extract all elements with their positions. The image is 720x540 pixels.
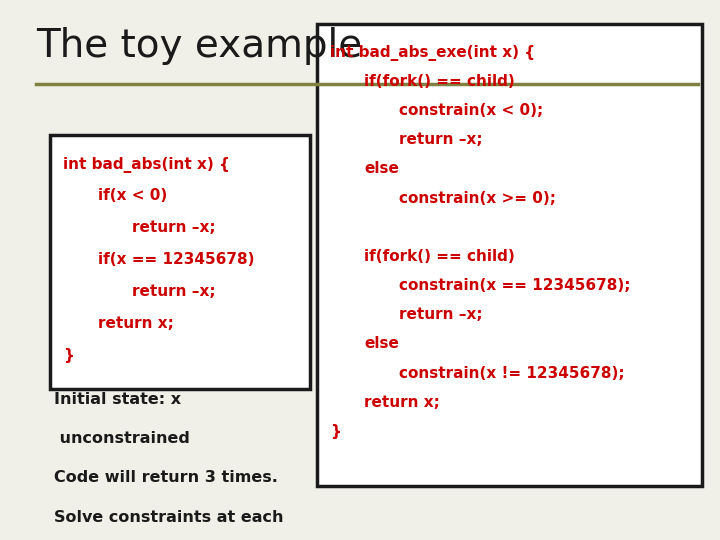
Text: constrain(x < 0);: constrain(x < 0); bbox=[399, 103, 543, 118]
Text: int bad_abs(int x) {: int bad_abs(int x) { bbox=[63, 157, 230, 173]
Text: constrain(x == 12345678);: constrain(x == 12345678); bbox=[399, 278, 631, 293]
Text: if(fork() == child): if(fork() == child) bbox=[364, 74, 515, 89]
Text: if(x == 12345678): if(x == 12345678) bbox=[98, 252, 254, 267]
Text: if(fork() == child): if(fork() == child) bbox=[364, 249, 515, 264]
Text: return –x;: return –x; bbox=[132, 220, 216, 235]
Text: return x;: return x; bbox=[98, 316, 174, 331]
Text: return x;: return x; bbox=[364, 395, 440, 410]
Text: return –x;: return –x; bbox=[399, 307, 482, 322]
Text: }: } bbox=[63, 348, 74, 363]
Text: return –x;: return –x; bbox=[132, 284, 216, 299]
Text: constrain(x != 12345678);: constrain(x != 12345678); bbox=[399, 366, 624, 381]
Text: unconstrained: unconstrained bbox=[54, 431, 190, 446]
Text: if(x < 0): if(x < 0) bbox=[98, 188, 167, 204]
Text: else: else bbox=[364, 336, 399, 352]
Text: The toy example: The toy example bbox=[36, 27, 362, 65]
FancyBboxPatch shape bbox=[317, 24, 702, 486]
Text: Code will return 3 times.: Code will return 3 times. bbox=[54, 470, 278, 485]
Text: Solve constraints at each: Solve constraints at each bbox=[54, 510, 284, 525]
Text: else: else bbox=[364, 161, 399, 177]
Text: return –x;: return –x; bbox=[399, 132, 482, 147]
Text: }: } bbox=[330, 424, 341, 439]
Text: int bad_abs_exe(int x) {: int bad_abs_exe(int x) { bbox=[330, 45, 535, 61]
Text: Initial state: x: Initial state: x bbox=[54, 392, 181, 407]
Text: constrain(x >= 0);: constrain(x >= 0); bbox=[399, 191, 556, 206]
FancyBboxPatch shape bbox=[50, 135, 310, 389]
